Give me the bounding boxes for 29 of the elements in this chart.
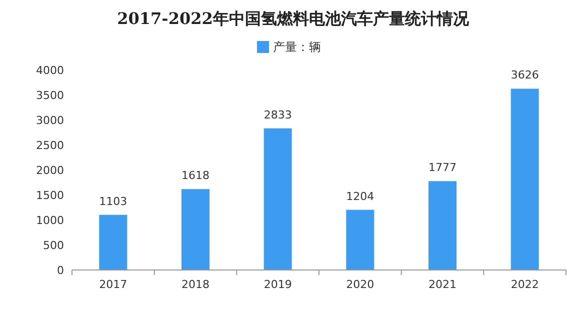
- y-tick-label: 2500: [36, 138, 64, 152]
- data-label: 1618: [182, 169, 210, 182]
- bar: [99, 214, 128, 270]
- y-tick-label: 4000: [36, 64, 64, 77]
- y-tick-label: 500: [43, 238, 64, 252]
- x-tick-label: 2017: [99, 278, 128, 291]
- y-tick-label: 0: [57, 264, 64, 277]
- y-tick-label: 3500: [36, 88, 64, 102]
- x-tick-label: 2021: [428, 278, 456, 291]
- bar: [510, 88, 539, 270]
- x-tick-label: 2018: [182, 278, 210, 291]
- data-label: 2833: [264, 108, 292, 122]
- bar: [346, 210, 374, 270]
- x-tick-label: 2020: [346, 278, 374, 291]
- x-tick-label: 2019: [264, 278, 292, 291]
- bar: [182, 189, 210, 270]
- bar: [428, 181, 456, 270]
- bar: [264, 128, 292, 270]
- y-tick-label: 3000: [36, 114, 64, 127]
- data-label: 1204: [346, 190, 374, 203]
- y-tick-label: 1000: [36, 214, 64, 227]
- y-tick-label: 1500: [36, 188, 64, 202]
- data-label: 1103: [99, 194, 128, 208]
- data-label: 1777: [428, 161, 456, 174]
- chart-title: 2017-2022年中国氢燃料电池汽车产量统计情况: [117, 9, 470, 28]
- y-tick-label: 2000: [36, 164, 64, 177]
- legend-label: 产量：辆: [273, 40, 321, 54]
- data-label: 3626: [510, 68, 539, 82]
- x-tick-label: 2022: [510, 278, 539, 291]
